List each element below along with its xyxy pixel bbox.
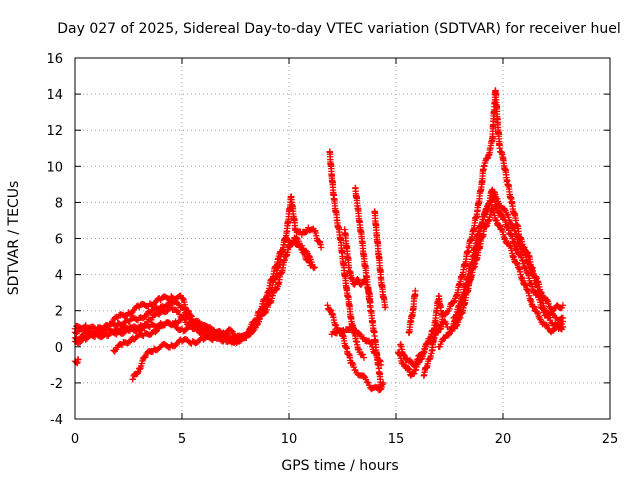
data-point [559,314,567,322]
data-point-fill [352,326,359,334]
y-tick-label: 2 [55,305,63,320]
data-point-fill [363,378,371,386]
data-point [444,323,451,331]
data-point-fill [519,245,527,253]
y-axis-label: SDTVAR / TECUs [6,181,22,296]
data-point [243,332,250,340]
x-tick-label: 5 [178,432,186,447]
data-point [412,287,419,295]
y-tick-label: -4 [50,413,63,428]
data-point [559,302,567,309]
data-point [360,334,368,341]
series-segment-11.9 [326,148,368,361]
y-tick-label: 14 [46,88,63,103]
x-tick-label: 15 [388,432,405,447]
data-point [422,343,430,350]
y-tick-label: -2 [50,377,63,392]
series-track-f [110,313,233,355]
y-tick-label: 12 [46,124,63,139]
data-point [347,323,355,331]
x-axis-label: GPS time / hours [281,458,398,474]
data-point-fill [302,228,310,236]
data-point [311,264,318,271]
data-point [401,352,408,360]
data-point-fill [445,331,453,338]
data-point-fill [359,351,367,358]
data-point [225,332,233,340]
data-point-fill [354,275,361,283]
tick-labels: 0 5 10 15 20 25 -4 -2 0 2 4 6 8 10 12 14 16 [46,52,618,447]
data-point-fill [501,205,508,213]
series-segment-14.0 [371,208,389,311]
data-point-fill [172,342,179,349]
x-tick-label: 0 [71,432,79,447]
axis-ticks [74,57,611,420]
data-marks [71,87,567,394]
data-point-fill [201,322,209,329]
y-tick-label: 6 [55,233,63,248]
data-point-fill [249,328,257,335]
data-point [542,307,549,314]
data-point-fill [233,339,241,347]
data-point-fill [351,281,358,288]
data-point [439,320,447,327]
data-point-fill [127,310,135,317]
y-tick-label: 4 [55,269,63,284]
data-point [228,327,235,334]
data-point-fill [293,234,300,241]
series-storm-extra [450,186,567,324]
data-point [382,303,389,311]
data-point-fill [419,351,426,359]
data-point-fill [233,333,240,341]
data-point-fill [252,318,260,325]
y-tick-label: 8 [55,196,63,211]
data-point-fill [122,312,130,320]
series-segment-12.0-mid [328,323,385,369]
data-point [253,321,261,329]
data-point-fill [90,323,97,331]
data-point-fill [410,370,418,377]
data-point [360,354,368,361]
data-point-fill [543,322,551,329]
data-point-fill [442,311,449,318]
data-point [332,321,340,329]
data-point-fill [355,277,362,284]
data-point-fill [141,322,148,329]
data-point-fill [125,339,132,346]
data-point-fill [152,328,159,336]
data-point [501,235,509,242]
y-tick-label: 16 [46,52,63,67]
data-point [379,379,387,387]
data-point-fill [360,372,368,380]
x-tick-label: 20 [495,432,512,447]
data-point-fill [516,251,524,258]
data-point [414,356,421,363]
series-segment-16.5 [420,292,447,379]
data-point [129,376,136,383]
data-point [75,356,82,363]
series-short-isolated [71,356,82,367]
data-point [142,352,149,360]
data-point [307,262,314,269]
data-point [377,361,385,369]
chart-title: Day 027 of 2025, Sidereal Day-to-day VTE… [57,21,620,37]
data-point [559,323,567,331]
data-point [317,244,325,251]
series-storm-low [435,205,567,350]
y-tick-label: 0 [55,341,63,356]
x-tick-label: 10 [281,432,298,447]
x-tick-label: 25 [602,432,619,447]
y-tick-label: 10 [46,160,63,175]
data-point [234,332,241,340]
data-point-fill [173,307,180,314]
series-segment-15-hi [405,287,419,337]
